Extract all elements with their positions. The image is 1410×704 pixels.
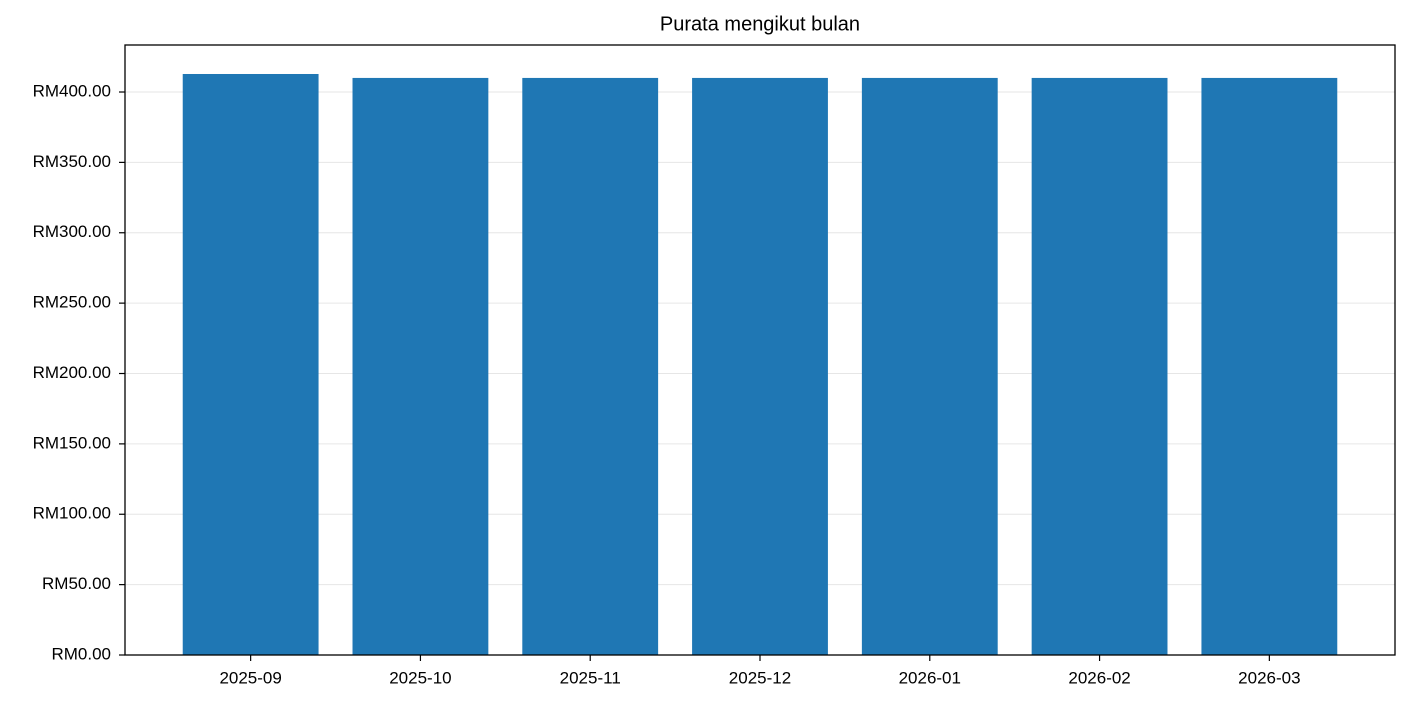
y-tick-label: RM150.00 — [33, 433, 111, 452]
x-tick-label: 2025-09 — [219, 668, 281, 687]
bar — [182, 73, 319, 655]
bar — [1031, 77, 1168, 655]
x-tick-label: 2025-11 — [560, 668, 621, 687]
x-tick-label: 2026-03 — [1238, 668, 1300, 687]
bar — [522, 77, 659, 655]
y-tick-label: RM350.00 — [33, 152, 111, 171]
x-tick-label: 2026-02 — [1068, 668, 1130, 687]
x-tick-label: 2026-01 — [899, 668, 961, 687]
y-tick-label: RM50.00 — [42, 574, 111, 593]
bar — [352, 77, 489, 655]
y-tick-label: RM100.00 — [33, 504, 111, 523]
chart-title: Purata mengikut bulan — [660, 13, 860, 35]
y-tick-label: RM200.00 — [33, 363, 111, 382]
bar — [1201, 77, 1338, 655]
x-tick-label: 2025-12 — [729, 668, 791, 687]
bars — [182, 73, 1338, 655]
bar — [692, 77, 828, 655]
y-tick-label: RM250.00 — [33, 293, 111, 312]
x-tick-label: 2025-10 — [389, 668, 451, 687]
y-tick-label: RM0.00 — [51, 644, 111, 663]
bar — [861, 77, 998, 655]
y-tick-label: RM400.00 — [33, 81, 111, 100]
y-tick-label: RM300.00 — [33, 222, 111, 241]
